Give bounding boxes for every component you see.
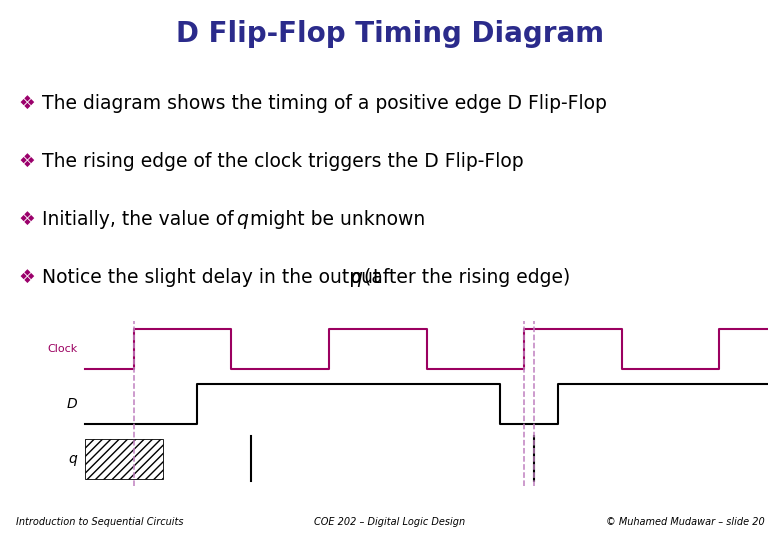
Text: ❖: ❖ [18, 210, 35, 230]
Text: ❖: ❖ [18, 152, 35, 171]
Text: q: q [69, 451, 77, 465]
Text: Initially, the value of: Initially, the value of [42, 210, 239, 230]
Text: Clock: Clock [48, 343, 77, 354]
Text: COE 202 – Digital Logic Design: COE 202 – Digital Logic Design [314, 517, 466, 528]
Text: might be unknown: might be unknown [244, 210, 426, 230]
Text: (after the rising edge): (after the rising edge) [358, 268, 570, 287]
Text: q: q [349, 268, 362, 287]
Text: Notice the slight delay in the output: Notice the slight delay in the output [42, 268, 386, 287]
Text: D Flip-Flop Timing Diagram: D Flip-Flop Timing Diagram [176, 20, 604, 48]
Text: © Muhamed Mudawar – slide 20: © Muhamed Mudawar – slide 20 [605, 517, 764, 528]
Text: Introduction to Sequential Circuits: Introduction to Sequential Circuits [16, 517, 183, 528]
Text: The diagram shows the timing of a positive edge D Flip-Flop: The diagram shows the timing of a positi… [42, 94, 607, 113]
Text: D: D [67, 397, 77, 410]
Text: q: q [236, 210, 248, 230]
Text: ❖: ❖ [18, 268, 35, 287]
Text: ❖: ❖ [18, 94, 35, 113]
Text: The rising edge of the clock triggers the D Flip-Flop: The rising edge of the clock triggers th… [42, 152, 523, 171]
